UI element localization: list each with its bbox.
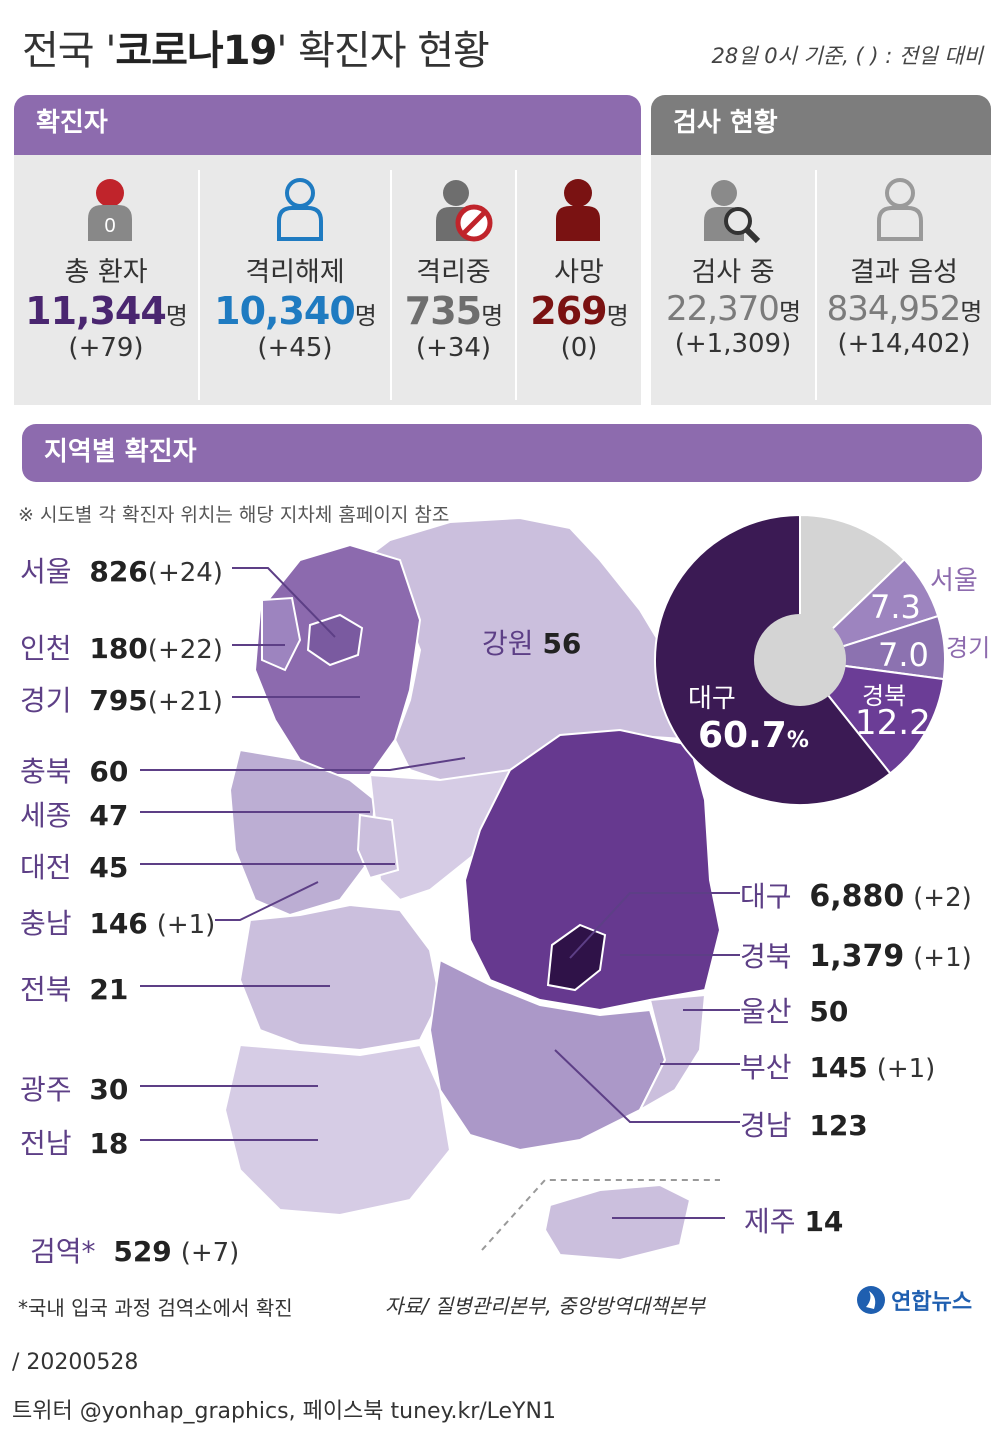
region-label-gyeongbuk: 경북 1,379 (+1) xyxy=(740,939,972,974)
region-label-sejong: 세종 47 xyxy=(20,799,129,832)
stat-value: 735명 xyxy=(404,289,503,333)
region-label-gyeongnam: 경남 123 xyxy=(740,1109,868,1142)
region-label-daejeon: 대전 45 xyxy=(20,851,129,884)
stat-value: 22,370명 xyxy=(665,289,801,329)
region-label-incheon: 인천 180(+22) xyxy=(20,632,223,665)
stat-label: 격리해제 xyxy=(245,257,345,288)
person-red-head-icon: 0 xyxy=(88,179,132,241)
stat-total: 총 환자 11,344명 (+79) xyxy=(14,250,198,363)
pie-value-seoul: 7.3 xyxy=(870,588,921,626)
testing-band: 검사 현황 xyxy=(651,95,991,155)
stat-label: 검사 중 xyxy=(691,257,775,288)
quarantine-note: *국내 입국 과정 검역소에서 확진 xyxy=(18,1296,293,1320)
person-darkred-icon xyxy=(556,179,600,241)
confirmed-band: 확진자 xyxy=(14,95,641,155)
region-label-gwangju: 광주 30 xyxy=(20,1073,129,1106)
stat-change: (+34) xyxy=(415,333,492,363)
pie-label-daegu: 대구 xyxy=(688,684,736,714)
svg-text:0: 0 xyxy=(104,215,115,237)
region-label-busan: 부산 145 (+1) xyxy=(740,1051,936,1084)
person-outline-blue-icon xyxy=(277,178,323,241)
region-label-daegu: 대구 6,880 (+2) xyxy=(740,879,972,914)
testing-panel xyxy=(651,155,991,405)
source-note: 자료/ 질병관리본부, 중앙방역대책본부 xyxy=(385,1294,706,1318)
stat-value: 10,340명 xyxy=(214,289,377,333)
footer-social: 트위터 @yonhap_graphics, 페이스북 tuney.kr/LeYN… xyxy=(12,1399,556,1424)
basis-note: 28일 0시 기준, ( ) : 전일 대비 xyxy=(711,44,983,68)
map-chungnam xyxy=(228,748,377,917)
region-label-chungbuk: 충북 60 xyxy=(20,755,129,788)
stat-change: (0) xyxy=(560,333,598,363)
stat-isolated: 격리중 735명 (+34) xyxy=(392,250,515,363)
stat-change: (+14,402) xyxy=(837,329,971,359)
yonhap-logo-icon xyxy=(857,1286,885,1314)
pie-label-gyeonggi: 경기 xyxy=(946,634,991,662)
region-label-jeju: 제주 14 xyxy=(744,1205,844,1238)
pie-value-gyeongbuk: 12.2 xyxy=(855,703,931,743)
stat-change: (+45) xyxy=(257,333,333,363)
map-jeonbuk xyxy=(238,903,442,1052)
stat-value: 834,952명 xyxy=(826,289,983,329)
map-incheon xyxy=(261,596,302,672)
pie-label-gyeongbuk: 경북 xyxy=(862,682,907,710)
region-label-gyeonggi: 경기 795(+21) xyxy=(20,684,223,717)
map-jeju xyxy=(543,1183,692,1262)
region-label-chungnam: 충남 146 (+1) xyxy=(20,907,216,940)
stat-deaths: 사망 269명 (0) xyxy=(517,250,641,363)
map-gyeongbuk xyxy=(463,728,722,1012)
region-label-jeonbuk: 전북 21 xyxy=(20,973,129,1006)
pie-label-seoul: 서울 xyxy=(930,566,978,596)
footer-date: / 20200528 xyxy=(12,1350,139,1375)
person-magnifier-icon xyxy=(704,180,761,244)
pie-center-hole xyxy=(754,614,846,706)
person-outline-gray-icon xyxy=(877,178,923,241)
region-label-gangwon: 강원 56 xyxy=(482,627,582,660)
stat-value: 269명 xyxy=(530,289,628,333)
map-jeonnam xyxy=(223,1043,452,1217)
regional-note: ※ 시도별 각 확진자 위치는 해당 지차체 홈페이지 참조 xyxy=(18,504,450,526)
stat-released: 격리해제 10,340명 (+45) xyxy=(200,250,390,363)
page-title: 전국 '코로나19' 확진자 현황 xyxy=(22,28,490,74)
yonhap-logo: 연합뉴스 xyxy=(856,1284,972,1316)
stat-label: 결과 음성 xyxy=(850,257,958,288)
pie-value-daegu: 60.7% xyxy=(698,715,809,756)
region-label-jeonnam: 전남 18 xyxy=(20,1127,129,1160)
region-label-ulsan: 울산 50 xyxy=(740,995,849,1028)
stat-change: (+79) xyxy=(68,333,144,363)
regional-band: 지역별 확진자 xyxy=(22,424,982,482)
map-sejong-daejeon xyxy=(356,813,400,880)
stat-testing: 검사 중 22,370명 (+1,309) xyxy=(651,250,815,359)
stat-negative: 결과 음성 834,952명 (+14,402) xyxy=(817,250,991,359)
pie-value-gyeonggi: 7.0 xyxy=(878,636,929,674)
stat-label: 격리중 xyxy=(416,257,491,288)
map-ulsan-busan xyxy=(637,993,707,1113)
share-pie-chart xyxy=(654,513,946,806)
region-label-seoul: 서울 826(+24) xyxy=(20,555,223,588)
region-label-quarantine: 검역* 529 (+7) xyxy=(30,1235,240,1268)
stat-change: (+1,309) xyxy=(674,329,792,359)
stat-label: 총 환자 xyxy=(64,257,148,288)
person-no-entry-icon xyxy=(436,180,493,242)
stat-value: 11,344명 xyxy=(25,289,188,333)
map-daegu xyxy=(546,923,607,992)
stat-label: 사망 xyxy=(554,257,604,288)
map-seoul xyxy=(306,613,364,667)
